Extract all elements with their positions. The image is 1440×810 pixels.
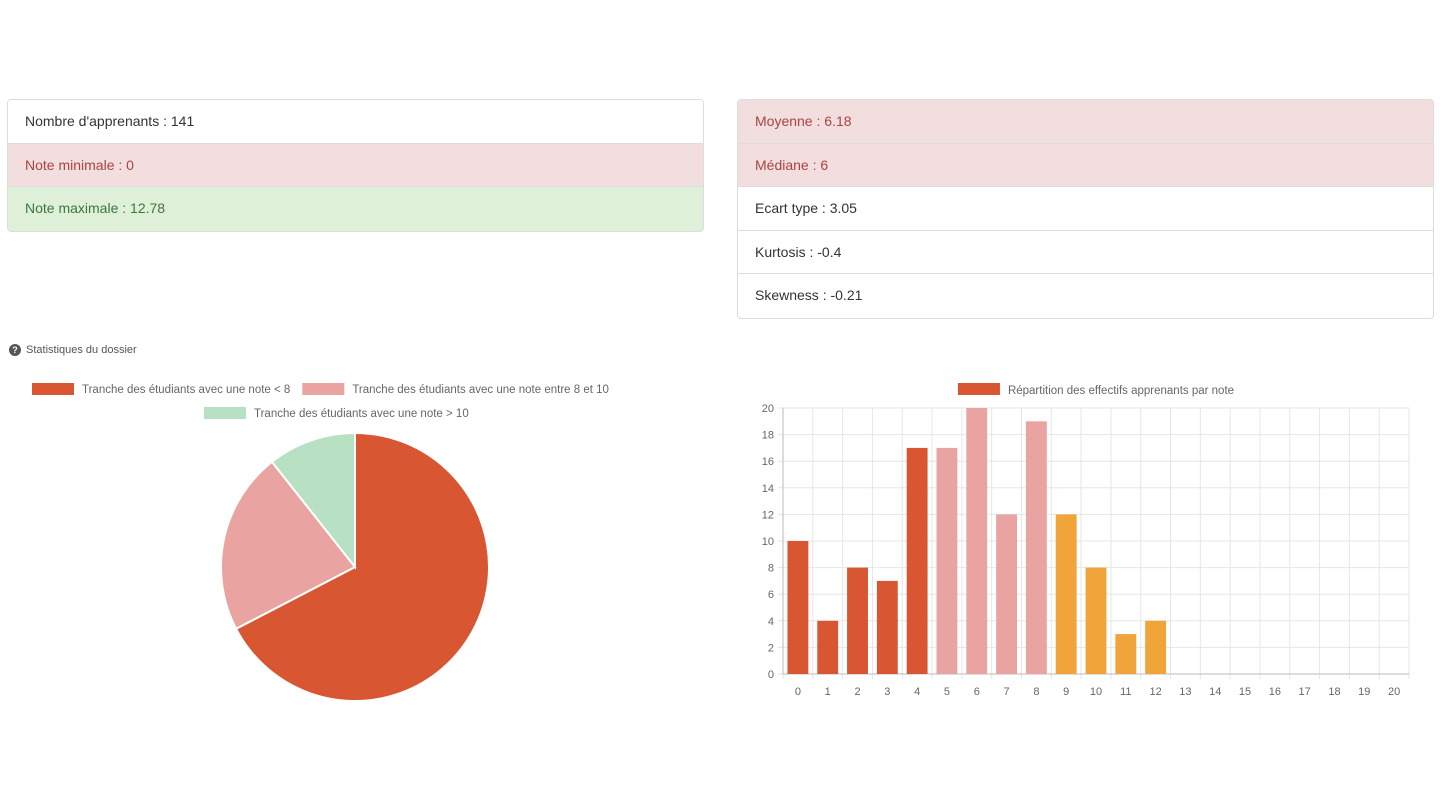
y-tick-label: 2 [768,642,774,654]
pie-slice [234,431,490,702]
stats-left-item: Note minimale : 0 [8,143,703,187]
stats-left-item: Nombre d'apprenants : 141 [8,100,703,144]
y-tick-label: 12 [762,509,774,521]
y-tick-label: 0 [768,669,774,681]
pie-legend-label: Tranche des étudiants avec une note > 10 [254,408,469,420]
x-tick-label: 14 [1209,686,1221,698]
stats-right-item: Moyenne : 6.18 [738,100,1433,144]
x-tick-label: 16 [1269,686,1281,698]
bar [1025,421,1047,674]
question-circle-icon: ? [9,344,21,356]
bar [1145,620,1167,674]
x-tick-label: 15 [1239,686,1251,698]
y-tick-label: 18 [762,430,774,442]
bar [1085,567,1107,674]
y-tick-label: 20 [762,403,774,415]
pie-slice [270,431,356,570]
pie-legend-swatch [302,383,345,395]
summary-list-right: Moyenne : 6.18 Médiane : 6 Ecart type : 3.… [737,99,1434,319]
y-tick-label: 10 [762,536,774,548]
pie-chart: Tranche des étudiants avec une note < 8 T… [32,383,609,702]
y-tick-label: 4 [768,616,774,628]
section-title-label: Statistiques du dossier [26,344,137,356]
x-tick-label: 7 [1004,686,1010,698]
x-tick-label: 11 [1120,686,1131,698]
pie-slice [220,460,357,631]
x-tick-label: 4 [914,686,920,698]
x-tick-label: 5 [944,686,950,698]
summary-list-left: Nombre d'apprenants : 141 Note minimale :… [7,99,704,232]
x-tick-label: 2 [854,686,860,698]
x-tick-label: 19 [1358,686,1370,698]
bar [996,514,1018,674]
x-tick-label: 1 [825,686,831,698]
stats-right-item: Médiane : 6 [738,143,1433,187]
y-tick-label: 16 [762,456,774,468]
pie-legend-label: Tranche des étudiants avec une note < 8 [82,384,290,396]
bar [966,408,988,674]
stats-right-item: Ecart type : 3.05 [738,187,1433,231]
bar-legend-label: Répartition des effectifs apprenants par… [1008,385,1234,397]
pie-legend-swatch [32,383,74,395]
x-tick-label: 0 [795,686,801,698]
stats-right-item: Kurtosis : -0.4 [738,230,1433,274]
bar [936,447,958,674]
x-tick-label: 20 [1388,686,1400,698]
bar [1115,634,1137,674]
x-tick-label: 3 [884,686,890,698]
x-tick-label: 9 [1063,686,1069,698]
stats-right-item: Skewness : -0.21 [738,274,1433,318]
y-tick-label: 14 [762,483,774,495]
x-tick-label: 10 [1090,686,1102,698]
x-tick-label: 8 [1033,686,1039,698]
y-tick-label: 8 [768,563,774,575]
x-tick-label: 6 [974,686,980,698]
bar [876,580,898,674]
x-tick-label: 18 [1328,686,1340,698]
bar [787,541,809,674]
section-title: ? Statistiques du dossier [9,344,137,356]
bar [906,447,928,674]
bar [847,567,868,674]
bar-legend-swatch [957,383,1000,395]
pie-legend-swatch [204,407,246,419]
bar [1055,514,1077,674]
x-tick-label: 17 [1299,686,1311,698]
y-tick-label: 6 [768,589,774,601]
pie-legend-label: Tranche des étudiants avec une note entr… [352,384,609,396]
bar-chart: Répartition des effectifs apprenants par… [762,383,1410,698]
stats-left-item: Note maximale : 12.78 [8,187,703,231]
bar [817,620,839,674]
x-tick-label: 13 [1179,686,1191,698]
x-tick-label: 12 [1149,686,1161,698]
